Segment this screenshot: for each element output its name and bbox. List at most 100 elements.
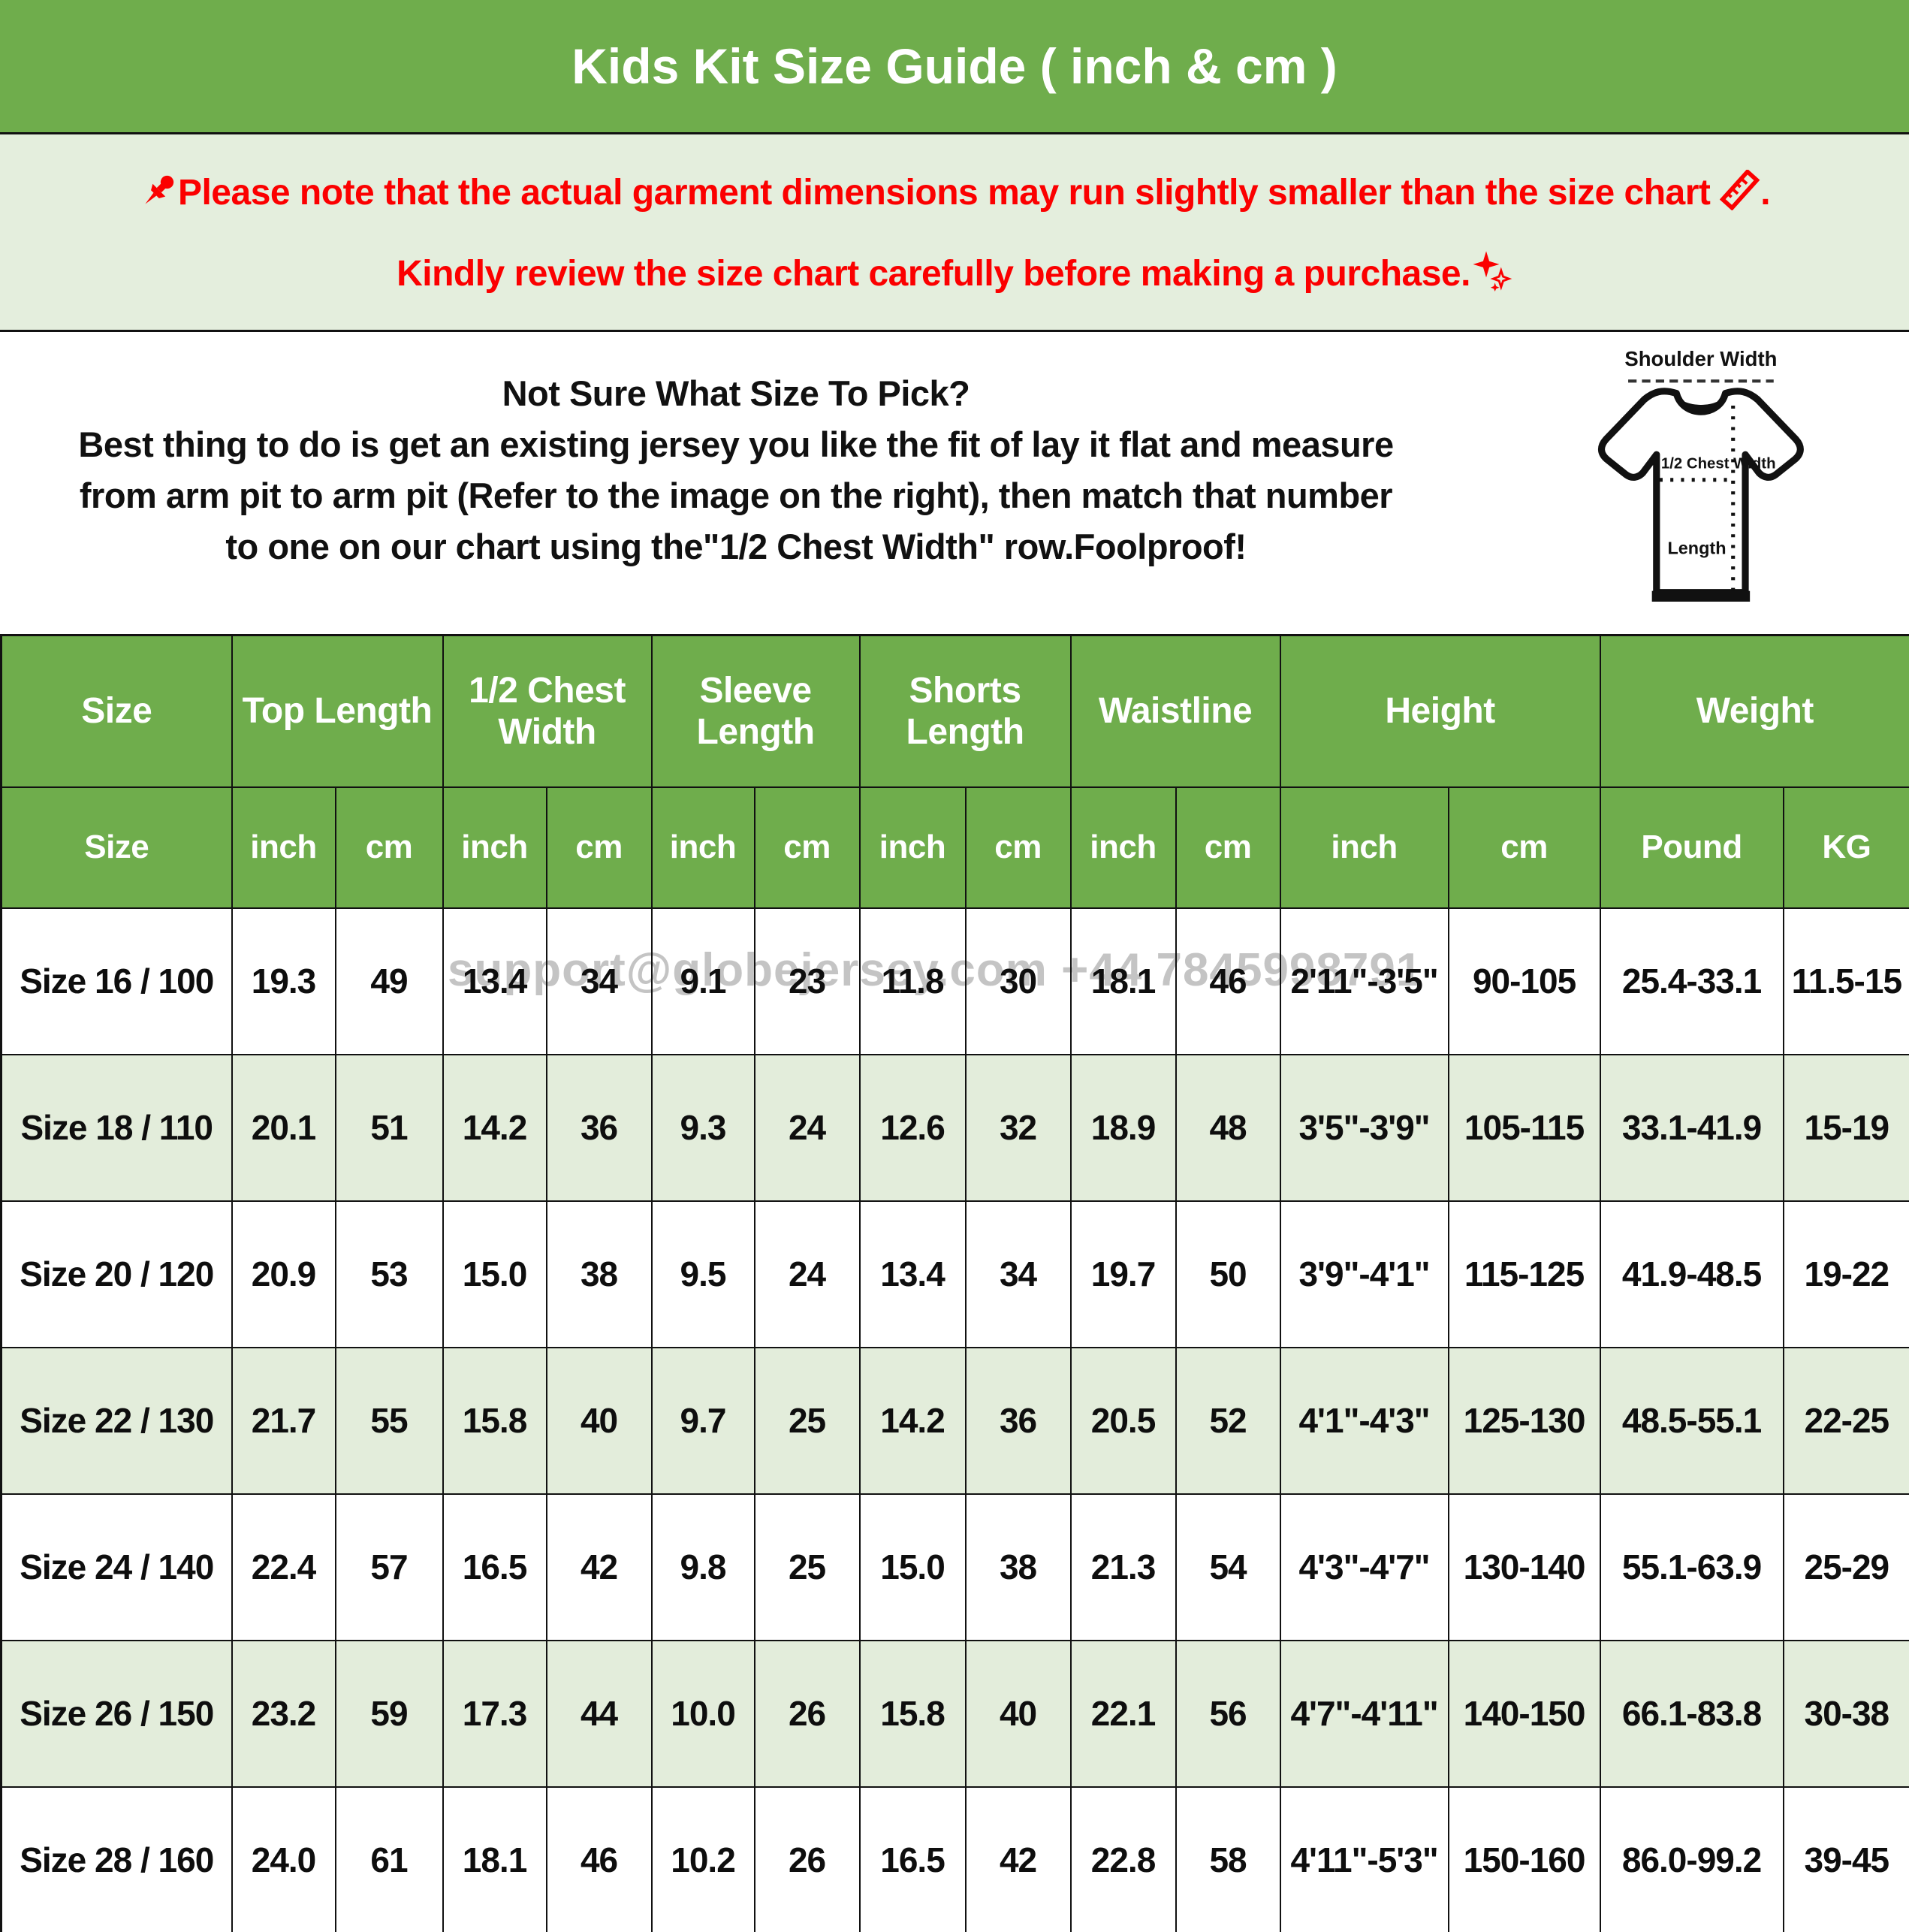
value-cell: 13.4 bbox=[442, 907, 547, 1055]
intro-line: from arm pit to arm pit (Refer to the im… bbox=[79, 475, 1393, 516]
value-cell: 9.5 bbox=[650, 1200, 755, 1348]
unit-header-cell: inch bbox=[858, 786, 967, 909]
value-cell: 30-38 bbox=[1782, 1639, 1909, 1788]
value-cell: 125-130 bbox=[1447, 1346, 1601, 1495]
group-header-cell: Shorts Length bbox=[858, 634, 1072, 788]
value-cell: 58 bbox=[1175, 1786, 1281, 1932]
value-cell: 3'9"-4'1" bbox=[1279, 1200, 1449, 1348]
value-cell: 10.0 bbox=[650, 1639, 755, 1788]
unit-header-cell: KG bbox=[1782, 786, 1909, 909]
value-cell: 50 bbox=[1175, 1200, 1281, 1348]
value-cell: 22.4 bbox=[231, 1493, 336, 1641]
size-cell: Size 24 / 140 bbox=[0, 1493, 233, 1641]
value-cell: 9.8 bbox=[650, 1493, 755, 1641]
value-cell: 140-150 bbox=[1447, 1639, 1601, 1788]
value-cell: 25.4-33.1 bbox=[1599, 907, 1784, 1055]
value-cell: 9.3 bbox=[650, 1053, 755, 1202]
value-cell: 130-140 bbox=[1447, 1493, 1601, 1641]
value-cell: 3'5"-3'9" bbox=[1279, 1053, 1449, 1202]
value-cell: 32 bbox=[964, 1053, 1072, 1202]
value-cell: 46 bbox=[545, 1786, 653, 1932]
value-cell: 44 bbox=[545, 1639, 653, 1788]
diagram-chest-label: 1/2 Chest Width bbox=[1661, 456, 1776, 472]
size-table: Size Top Length 1/2 Chest Width Sleeve Leng… bbox=[0, 634, 1909, 1932]
size-cell: Size 16 / 100 bbox=[0, 907, 233, 1055]
group-header-cell: Height bbox=[1279, 634, 1601, 788]
value-cell: 19-22 bbox=[1782, 1200, 1909, 1348]
value-cell: 20.9 bbox=[231, 1200, 336, 1348]
value-cell: 16.5 bbox=[858, 1786, 967, 1932]
unit-header-cell: cm bbox=[1175, 786, 1281, 909]
notice-line-2: Kindly review the size chart carefully b… bbox=[397, 249, 1512, 294]
tshirt-diagram-svg: Shoulder Width 1/2 Chest Width Length bbox=[1597, 347, 1804, 602]
value-cell: 36 bbox=[964, 1346, 1072, 1495]
unit-header-cell: inch bbox=[650, 786, 755, 909]
value-cell: 49 bbox=[334, 907, 444, 1055]
value-cell: 9.7 bbox=[650, 1346, 755, 1495]
value-cell: 19.3 bbox=[231, 907, 336, 1055]
value-cell: 46 bbox=[1175, 907, 1281, 1055]
value-cell: 23 bbox=[753, 907, 861, 1055]
ruler-icon bbox=[1719, 168, 1760, 213]
group-header-cell: Sleeve Length bbox=[650, 634, 861, 788]
value-cell: 105-115 bbox=[1447, 1053, 1601, 1202]
size-cell: Size 26 / 150 bbox=[0, 1639, 233, 1788]
unit-header-row: Size inch cm inch cm inch cm inch cm inch cm inch cm… bbox=[0, 786, 1909, 909]
value-cell: 26 bbox=[753, 1639, 861, 1788]
page-title: Kids Kit Size Guide ( inch & cm ) bbox=[571, 38, 1338, 94]
value-cell: 51 bbox=[334, 1053, 444, 1202]
value-cell: 38 bbox=[545, 1200, 653, 1348]
value-cell: 66.1-83.8 bbox=[1599, 1639, 1784, 1788]
value-cell: 18.1 bbox=[1069, 907, 1177, 1055]
value-cell: 55 bbox=[334, 1346, 444, 1495]
value-cell: 30 bbox=[964, 907, 1072, 1055]
value-cell: 13.4 bbox=[858, 1200, 967, 1348]
value-cell: 40 bbox=[545, 1346, 653, 1495]
diagram-shoulder-label: Shoulder Width bbox=[1624, 347, 1777, 370]
table-row: Size 24 / 140 22.4 57 16.5 42 9.8 25 15.0 38 21.3… bbox=[0, 1493, 1909, 1641]
value-cell: 150-160 bbox=[1447, 1786, 1601, 1932]
value-cell: 54 bbox=[1175, 1493, 1281, 1641]
value-cell: 11.8 bbox=[858, 907, 967, 1055]
group-header-cell: Weight bbox=[1599, 634, 1909, 788]
value-cell: 21.3 bbox=[1069, 1493, 1177, 1641]
value-cell: 42 bbox=[545, 1493, 653, 1641]
tshirt-hem bbox=[1651, 590, 1751, 602]
tshirt-collar bbox=[1676, 393, 1726, 412]
value-cell: 22.8 bbox=[1069, 1786, 1177, 1932]
value-cell: 22-25 bbox=[1782, 1346, 1909, 1495]
value-cell: 20.5 bbox=[1069, 1346, 1177, 1495]
value-cell: 19.7 bbox=[1069, 1200, 1177, 1348]
value-cell: 17.3 bbox=[442, 1639, 547, 1788]
value-cell: 48 bbox=[1175, 1053, 1281, 1202]
unit-header-cell: inch bbox=[1069, 786, 1177, 909]
size-diagram: Shoulder Width 1/2 Chest Width Length bbox=[1586, 332, 1909, 634]
size-cell: Size 28 / 160 bbox=[0, 1786, 233, 1932]
value-cell: 16.5 bbox=[442, 1493, 547, 1641]
value-cell: 39-45 bbox=[1782, 1786, 1909, 1932]
value-cell: 10.2 bbox=[650, 1786, 755, 1932]
value-cell: 34 bbox=[964, 1200, 1072, 1348]
value-cell: 23.2 bbox=[231, 1639, 336, 1788]
sparkles-icon bbox=[1470, 250, 1512, 294]
value-cell: 22.1 bbox=[1069, 1639, 1177, 1788]
value-cell: 15.0 bbox=[858, 1493, 967, 1641]
value-cell: 25 bbox=[753, 1493, 861, 1641]
value-cell: 2'11"-3'5" bbox=[1279, 907, 1449, 1055]
value-cell: 21.7 bbox=[231, 1346, 336, 1495]
unit-header-cell: cm bbox=[964, 786, 1072, 909]
intro-section: Not Sure What Size To Pick? Best thing t… bbox=[0, 332, 1909, 634]
unit-header-cell: Size bbox=[0, 786, 233, 909]
value-cell: 24 bbox=[753, 1200, 861, 1348]
value-cell: 4'1"-4'3" bbox=[1279, 1346, 1449, 1495]
value-cell: 57 bbox=[334, 1493, 444, 1641]
value-cell: 15-19 bbox=[1782, 1053, 1909, 1202]
diagram-length-label: Length bbox=[1667, 539, 1726, 558]
table-row: Size 26 / 150 23.2 59 17.3 44 10.0 26 15.8 40 22.… bbox=[0, 1639, 1909, 1788]
value-cell: 24 bbox=[753, 1053, 861, 1202]
table-row: Size 28 / 160 24.0 61 18.1 46 10.2 26 16.5 42 22.… bbox=[0, 1786, 1909, 1932]
size-cell: Size 18 / 110 bbox=[0, 1053, 233, 1202]
group-header-cell: Waistline bbox=[1069, 634, 1281, 788]
pushpin-icon bbox=[139, 173, 178, 213]
